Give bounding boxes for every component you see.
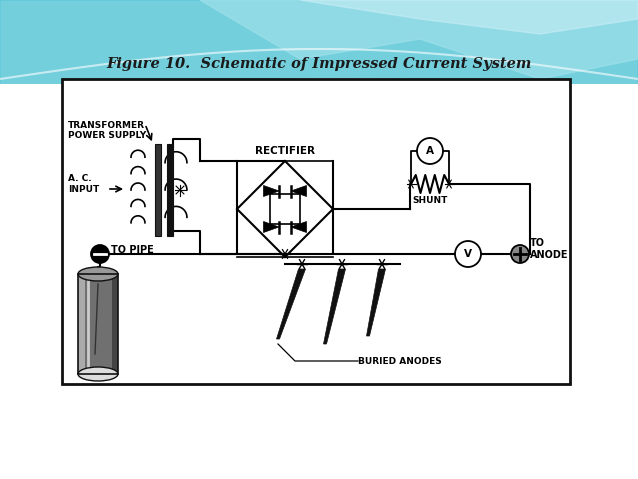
Text: A. C.
INPUT: A. C. INPUT <box>68 174 100 194</box>
Polygon shape <box>276 269 306 339</box>
Bar <box>270 194 300 224</box>
Text: TO PIPE: TO PIPE <box>111 245 154 255</box>
Text: SHUNT: SHUNT <box>412 196 448 205</box>
Bar <box>112 274 118 374</box>
Polygon shape <box>291 221 306 232</box>
Text: BURIED ANODES: BURIED ANODES <box>358 356 441 365</box>
Text: TO
ANODE: TO ANODE <box>530 238 568 260</box>
Bar <box>62 79 570 384</box>
Polygon shape <box>323 269 346 344</box>
Text: V: V <box>464 249 472 259</box>
Polygon shape <box>300 0 638 34</box>
Ellipse shape <box>78 267 118 281</box>
Bar <box>78 274 118 374</box>
Polygon shape <box>263 185 279 196</box>
Polygon shape <box>237 161 333 257</box>
Polygon shape <box>291 185 306 196</box>
Bar <box>167 144 173 236</box>
Bar <box>78 274 118 374</box>
Circle shape <box>455 241 481 267</box>
Ellipse shape <box>78 367 118 381</box>
Polygon shape <box>200 0 638 79</box>
Text: RECTIFIER: RECTIFIER <box>255 146 315 156</box>
Text: A: A <box>426 146 434 156</box>
Bar <box>0 84 638 479</box>
Polygon shape <box>263 221 279 232</box>
Circle shape <box>417 138 443 164</box>
Bar <box>78 274 85 374</box>
Text: Figure 10.  Schematic of Impressed Current System: Figure 10. Schematic of Impressed Curren… <box>107 57 531 71</box>
Circle shape <box>91 245 109 263</box>
Circle shape <box>511 245 529 263</box>
Polygon shape <box>366 269 385 336</box>
Bar <box>155 144 161 236</box>
Text: TRANSFORMER
POWER SUPPLY: TRANSFORMER POWER SUPPLY <box>68 121 146 140</box>
Polygon shape <box>0 0 638 139</box>
